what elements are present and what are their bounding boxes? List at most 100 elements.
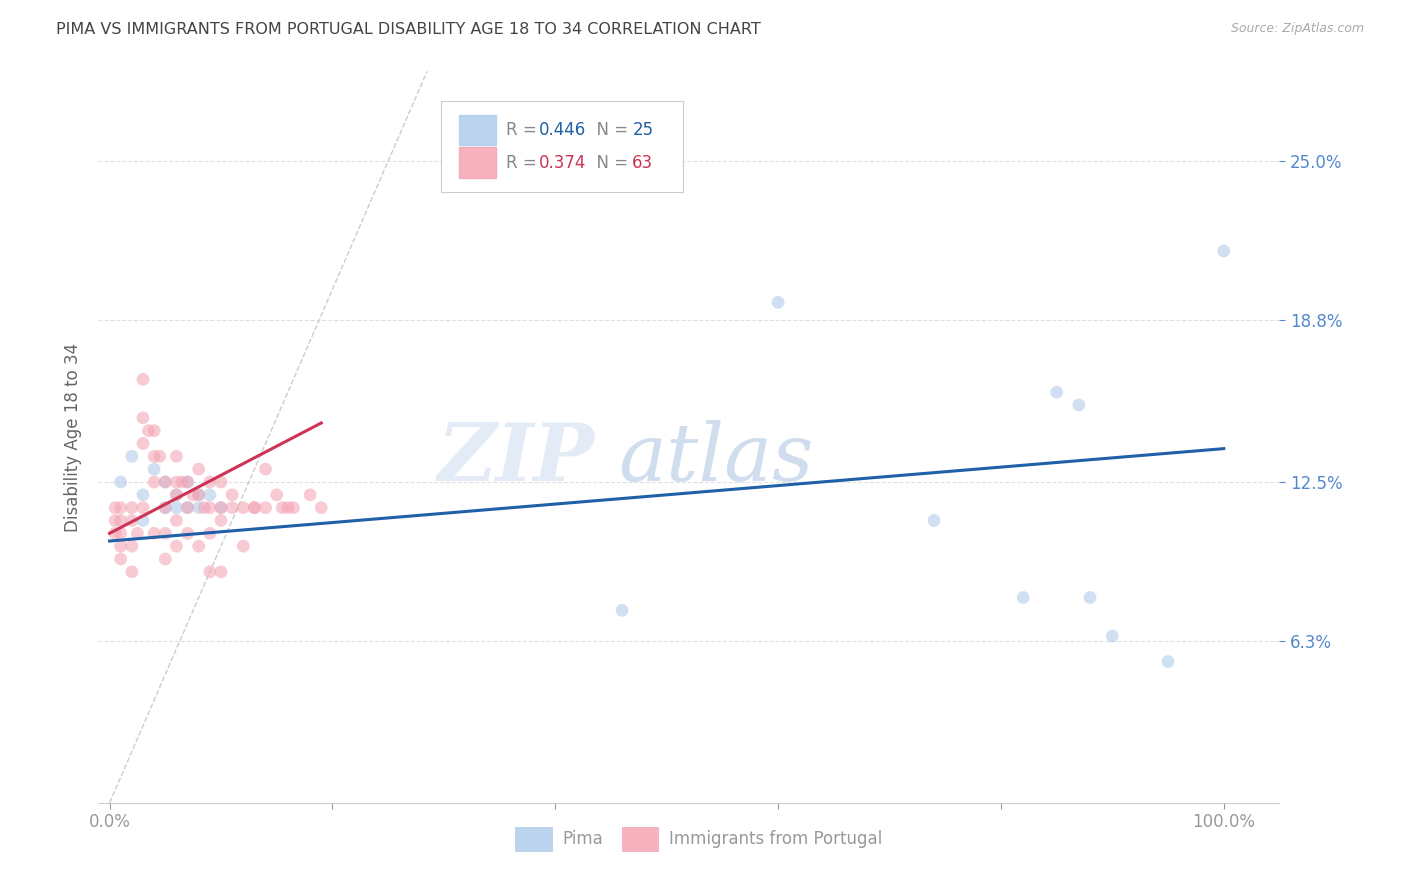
Point: [187, 539, 209, 553]
Point: [198, 526, 221, 541]
Point: [176, 526, 198, 541]
Point: [143, 424, 166, 438]
Point: [209, 500, 232, 515]
Point: [104, 526, 127, 541]
Point: [254, 500, 277, 515]
Point: [187, 488, 209, 502]
Text: ZIP: ZIP: [437, 420, 595, 498]
Point: [170, 475, 193, 489]
Text: 25: 25: [633, 121, 654, 139]
Point: [155, 500, 177, 515]
Point: [176, 500, 198, 515]
Point: [283, 500, 305, 515]
Text: 0.374: 0.374: [538, 153, 586, 172]
Point: [1101, 629, 1123, 643]
Point: [1157, 655, 1180, 669]
Point: [121, 539, 143, 553]
Point: [198, 475, 221, 489]
Point: [1012, 591, 1035, 605]
Y-axis label: Disability Age 18 to 34: Disability Age 18 to 34: [63, 343, 82, 532]
Point: [1078, 591, 1101, 605]
Point: [110, 514, 132, 528]
Point: [232, 539, 254, 553]
Point: [155, 475, 177, 489]
Point: [165, 539, 187, 553]
Point: [132, 372, 155, 386]
Point: [243, 500, 266, 515]
Point: [232, 500, 254, 515]
FancyBboxPatch shape: [516, 827, 553, 852]
Point: [209, 475, 232, 489]
Point: [165, 488, 187, 502]
Point: [271, 500, 294, 515]
Point: [198, 565, 221, 579]
Point: [110, 500, 132, 515]
Point: [187, 500, 209, 515]
Text: PIMA VS IMMIGRANTS FROM PORTUGAL DISABILITY AGE 18 TO 34 CORRELATION CHART: PIMA VS IMMIGRANTS FROM PORTUGAL DISABIL…: [56, 22, 761, 37]
Point: [149, 450, 172, 464]
Point: [299, 488, 322, 502]
Point: [121, 565, 143, 579]
Point: [143, 475, 166, 489]
Text: N =: N =: [586, 153, 634, 172]
FancyBboxPatch shape: [441, 101, 683, 192]
Point: [209, 565, 232, 579]
Point: [165, 475, 187, 489]
Point: [110, 552, 132, 566]
Point: [143, 462, 166, 476]
Point: [176, 500, 198, 515]
Point: [266, 488, 288, 502]
Text: Pima: Pima: [562, 830, 603, 848]
Point: [187, 462, 209, 476]
Point: [198, 500, 221, 515]
Point: [138, 424, 160, 438]
Point: [132, 500, 155, 515]
Point: [143, 526, 166, 541]
Point: [221, 500, 243, 515]
Point: [1067, 398, 1090, 412]
Text: 63: 63: [633, 153, 654, 172]
Point: [155, 475, 177, 489]
Text: R =: R =: [506, 121, 541, 139]
Point: [176, 475, 198, 489]
Point: [309, 500, 332, 515]
Text: Source: ZipAtlas.com: Source: ZipAtlas.com: [1230, 22, 1364, 36]
Point: [104, 500, 127, 515]
Point: [110, 475, 132, 489]
Point: [132, 436, 155, 450]
FancyBboxPatch shape: [621, 827, 659, 852]
Point: [132, 514, 155, 528]
Point: [243, 500, 266, 515]
Point: [277, 500, 299, 515]
Point: [155, 500, 177, 515]
Point: [221, 488, 243, 502]
Text: atlas: atlas: [619, 420, 814, 498]
Point: [165, 500, 187, 515]
Point: [110, 526, 132, 541]
Point: [165, 514, 187, 528]
Point: [254, 462, 277, 476]
Point: [176, 475, 198, 489]
Point: [127, 526, 149, 541]
Point: [132, 410, 155, 425]
Point: [198, 488, 221, 502]
Point: [155, 526, 177, 541]
Point: [121, 514, 143, 528]
Point: [181, 488, 204, 502]
Point: [209, 500, 232, 515]
Text: 0.446: 0.446: [538, 121, 586, 139]
Point: [110, 539, 132, 553]
FancyBboxPatch shape: [458, 114, 496, 145]
Point: [766, 295, 789, 310]
Point: [121, 450, 143, 464]
Point: [610, 603, 633, 617]
Point: [104, 514, 127, 528]
Text: Immigrants from Portugal: Immigrants from Portugal: [669, 830, 882, 848]
Point: [1212, 244, 1234, 258]
Point: [1046, 385, 1069, 400]
Point: [165, 450, 187, 464]
Text: R =: R =: [506, 153, 541, 172]
Point: [132, 488, 155, 502]
Text: N =: N =: [586, 121, 634, 139]
Point: [922, 514, 945, 528]
